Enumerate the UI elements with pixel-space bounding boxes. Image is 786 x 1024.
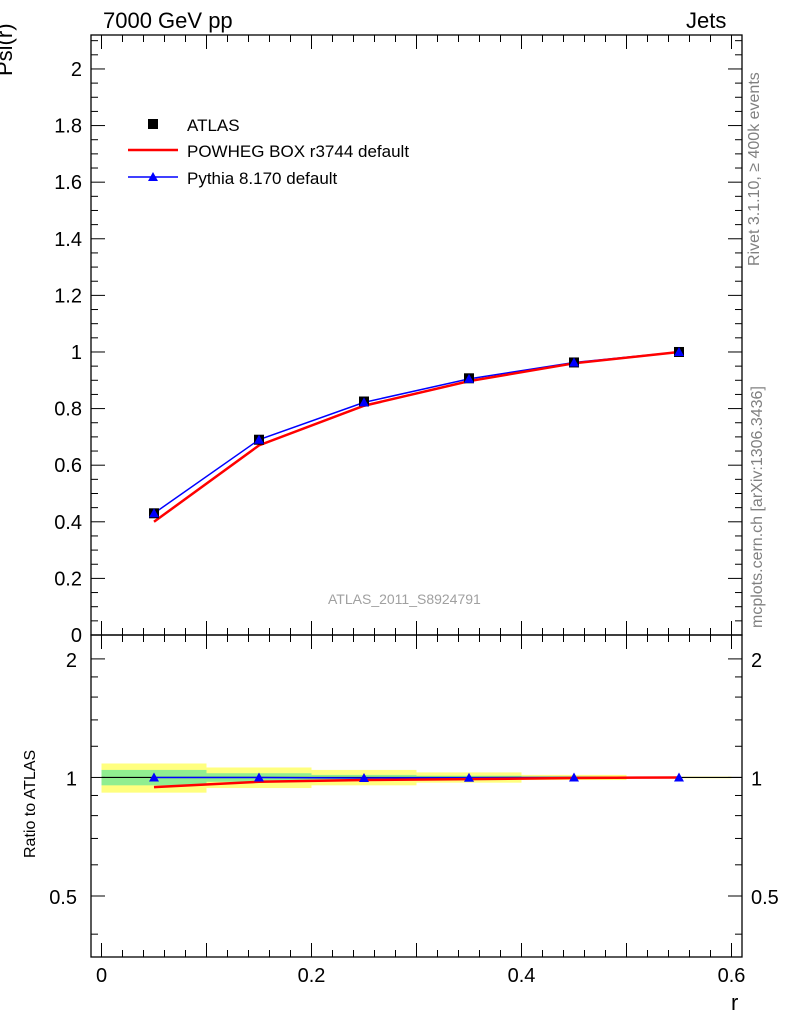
- ratio-y-tick-label-left: 2: [66, 650, 77, 672]
- ratio-y-tick-label-left: 1: [66, 768, 77, 790]
- main-y-tick-label: 1.8: [54, 116, 82, 138]
- legend-powheg-label: POWHEG BOX r3744 default: [187, 142, 409, 161]
- ratio-y-tick-label-right: 2: [751, 650, 762, 672]
- main-pythia-point: [359, 397, 369, 407]
- ratio-pythia-point: [569, 772, 579, 782]
- ratio-pythia-point: [254, 772, 264, 782]
- header-left-label: 7000 GeV pp: [103, 8, 233, 33]
- ratio-x-tick-label: 0.2: [298, 965, 326, 987]
- legend-atlas-label: ATLAS: [187, 116, 240, 135]
- main-y-tick-label: 0.8: [54, 399, 82, 421]
- ratio-y-tick-label-right: 0.5: [751, 887, 779, 909]
- ratio-panel-frame: [90, 634, 743, 958]
- legend-atlas-marker: [148, 119, 158, 129]
- main-pythia-point: [464, 373, 474, 383]
- ratio-pythia-point: [149, 772, 159, 782]
- ratio-x-tick-label: 0: [96, 965, 107, 987]
- main-y-tick-label: 1.4: [54, 229, 82, 251]
- main-y-axis-label: Psi(r): [0, 23, 17, 76]
- main-pythia-point: [674, 346, 684, 356]
- main-pythia-point: [569, 357, 579, 367]
- main-pythia-point: [254, 434, 264, 444]
- header-right-label: Jets: [686, 8, 727, 33]
- ratio-powheg-line: [153, 776, 680, 789]
- main-y-tick-label: 0.2: [54, 568, 82, 590]
- main-y-tick-label: 0.4: [54, 512, 82, 534]
- main-y-tick-label: 2: [71, 59, 82, 81]
- main-y-tick-label: 1.6: [54, 172, 82, 194]
- analysis-watermark: ATLAS_2011_S8924791: [328, 591, 481, 607]
- legend-pythia-marker: [148, 172, 158, 181]
- legend-pythia-label: Pythia 8.170 default: [187, 169, 338, 188]
- main-pythia-point: [149, 508, 159, 518]
- main-y-tick-label: 1: [71, 342, 82, 364]
- ratio-x-axis-label: r: [731, 990, 739, 1015]
- ratio-y-axis-label: Ratio to ATLAS: [22, 749, 39, 858]
- ratio-x-tick-label: 0.6: [718, 965, 746, 987]
- mcplots-reference-text: mcplots.cern.ch [arXiv:1306.3436]: [749, 386, 766, 628]
- main-y-tick-label: 0.6: [54, 455, 82, 477]
- main-y-tick-label: 1.2: [54, 285, 82, 307]
- ratio-pythia-point: [464, 772, 474, 782]
- main-powheg-line: [153, 350, 680, 523]
- main-pythia-line: [153, 351, 680, 514]
- ratio-pythia-point: [359, 772, 369, 782]
- ratio-pythia-point: [674, 772, 684, 782]
- ratio-y-tick-label-left: 0.5: [49, 887, 77, 909]
- main-y-tick-label: 0: [71, 625, 82, 647]
- ratio-x-tick-label: 0.4: [508, 965, 536, 987]
- rivet-version-text: Rivet 3.1.10, ≥ 400k events: [746, 72, 763, 266]
- ratio-y-tick-label-right: 1: [751, 768, 762, 790]
